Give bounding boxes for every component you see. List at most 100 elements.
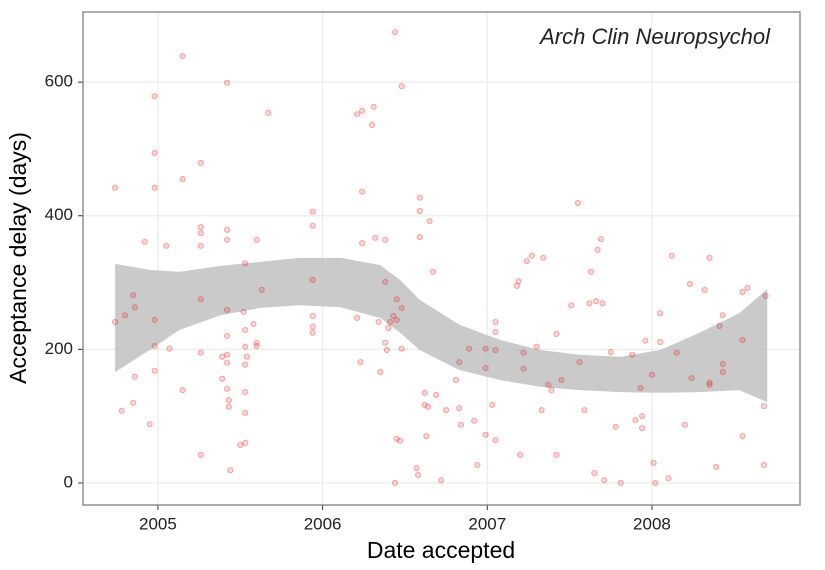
data-point [112,184,119,191]
data-point [492,328,499,336]
data-point [390,312,397,320]
data-point [413,465,420,472]
data-point [354,314,361,322]
data-point [309,222,316,229]
data-point [597,236,605,243]
data-point [650,459,657,467]
data-point [719,368,726,376]
data-point [657,310,664,317]
data-point [452,376,460,384]
data-point [617,479,624,487]
data-point [760,461,768,469]
data-point [421,389,428,396]
data-point [398,304,405,312]
data-point [382,236,389,243]
data-point [520,349,527,356]
data-point [533,343,540,350]
y-axis-title: Acceptance delay (days) [5,132,31,384]
data-point [540,254,547,261]
data-point [482,364,489,372]
data-point [568,302,575,309]
data-point [242,361,249,368]
data-point [131,304,138,311]
data-point [151,342,158,350]
data-point [607,348,614,356]
data-point [197,159,204,167]
data-point [151,93,158,100]
plot-area [83,12,800,505]
data-point [665,475,672,482]
data-point [681,421,688,428]
confidence-band [115,257,768,403]
data-point [466,345,473,352]
data-point [112,318,119,326]
data-point [309,323,316,330]
data-point [482,345,489,352]
data-point [701,286,708,293]
y-tick-label: 600 [45,72,73,91]
data-point [457,421,465,428]
data-point [648,371,656,378]
data-point [592,298,600,305]
data-point [471,417,478,424]
data-point [574,199,581,207]
data-point [179,387,186,394]
plot-border [82,11,801,506]
data-point [591,469,598,477]
data-point [223,385,231,392]
data-point [517,451,524,458]
data-point [151,367,158,374]
data-point [426,217,433,225]
data-point [632,417,639,424]
data-point [673,349,680,356]
data-point [713,463,720,471]
x-tick-label: 2008 [633,514,671,533]
y-tick-label: 400 [45,205,73,224]
data-point [223,359,231,366]
data-point [166,345,173,352]
data-point [223,332,231,340]
data-point [393,435,400,442]
data-point [515,278,522,285]
data-point [652,479,659,487]
data-point [706,254,713,261]
data-point [359,240,366,247]
data-point [594,246,601,253]
data-point [638,425,646,432]
data-point [612,423,619,430]
data-point [219,353,226,360]
y-tick-label: 200 [45,339,73,358]
data-point [197,242,204,249]
data-point [760,403,768,410]
data-point [492,346,499,354]
data-point [553,330,560,338]
data-point [121,312,129,319]
data-point [243,353,250,360]
data-point [130,292,137,299]
data-point [141,238,148,245]
data-point [118,407,125,414]
data-point [393,296,400,303]
data-point [456,358,463,366]
data-point [538,407,545,414]
data-point [383,346,390,354]
data-point [219,375,226,382]
data-point [576,358,583,366]
data-point [309,208,316,215]
data-point [385,324,392,332]
data-point [706,379,713,386]
data-point [151,149,158,157]
data-point [391,28,399,36]
data-point [513,282,521,289]
data-point [265,109,272,116]
data-point [309,312,316,320]
data-point [415,471,422,479]
data-point [423,433,430,440]
data-point [225,403,232,410]
data-point [391,479,399,487]
data-point [433,391,440,398]
data-point [242,439,249,446]
data-point [227,467,234,474]
data-point [359,188,366,195]
